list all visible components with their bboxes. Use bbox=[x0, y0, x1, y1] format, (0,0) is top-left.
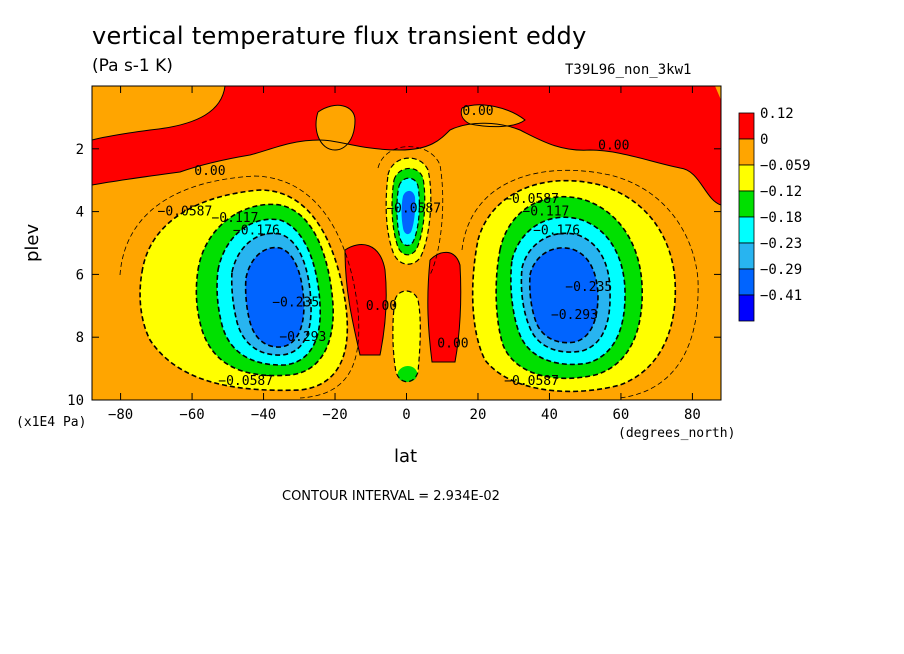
x-axis-label: lat bbox=[394, 446, 418, 467]
zero-contour bbox=[427, 251, 462, 363]
contour-label: 0.00 bbox=[598, 139, 629, 154]
chart-units: (Pa s-1 K) bbox=[92, 56, 173, 76]
fill-level-orange-gap bbox=[92, 86, 225, 140]
contour-line bbox=[461, 169, 699, 399]
contour-line bbox=[528, 247, 599, 344]
x-tick-label: −60 bbox=[179, 407, 204, 423]
contour-label: −0.176 bbox=[533, 223, 580, 238]
y-tick-label: 8 bbox=[76, 330, 84, 346]
contour-label: 0.00 bbox=[194, 164, 225, 179]
colorbar-swatch bbox=[738, 112, 755, 140]
fill-level-red-tongue-right bbox=[427, 252, 461, 362]
contour-line bbox=[230, 232, 312, 356]
colorbar-label: −0.18 bbox=[760, 210, 802, 226]
y-axis-ticks: 2 4 6 8 10 bbox=[67, 142, 721, 409]
contour-labels: 0.000.000.00−0.0587 −0.117−0.176−0.235−0.… bbox=[158, 104, 630, 389]
contour-label: −0.235 bbox=[565, 280, 612, 295]
contour-line bbox=[195, 203, 334, 377]
contour-label: −0.0587 bbox=[158, 205, 213, 220]
x-tick-label: −20 bbox=[322, 407, 347, 423]
contour-label: −0.293 bbox=[551, 308, 598, 323]
colorbar: 0.12 0 −0.059 −0.12 −0.18 −0.23 −0.29 −0.41 bbox=[738, 106, 811, 322]
x-tick-label: −80 bbox=[108, 407, 133, 423]
fill-level-yellow-eq-bottom bbox=[392, 291, 421, 382]
y-tick-label: 4 bbox=[76, 205, 84, 221]
colorbar-label: −0.29 bbox=[760, 262, 802, 278]
y-tick-label: 6 bbox=[76, 267, 84, 283]
colorbar-label: −0.23 bbox=[760, 236, 802, 252]
contour-line bbox=[495, 195, 643, 380]
fill-level-orange-notch bbox=[461, 104, 525, 127]
fill-level-blue-right bbox=[529, 247, 598, 343]
fill-level-blue-eq-top bbox=[401, 190, 416, 235]
x-tick-label: −40 bbox=[251, 407, 276, 423]
contour-label: −0.0587 bbox=[504, 192, 559, 207]
contour-label: 0.00 bbox=[437, 336, 468, 351]
contour-line bbox=[139, 189, 349, 392]
contour-interval: CONTOUR INTERVAL = 2.934E-02 bbox=[282, 489, 500, 504]
contour-line bbox=[119, 175, 360, 399]
colorbar-swatch bbox=[738, 138, 755, 166]
fill-level-green-eq-bottom bbox=[397, 366, 418, 382]
x-tick-label: 20 bbox=[470, 407, 487, 423]
y-tick-label: 2 bbox=[76, 142, 84, 158]
x-tick-label: 60 bbox=[613, 407, 630, 423]
zero-contour bbox=[92, 122, 721, 206]
zero-contour bbox=[460, 104, 526, 128]
colorbar-swatch bbox=[738, 190, 755, 218]
contour-line bbox=[391, 167, 426, 256]
contour-label: −0.0587 bbox=[218, 374, 273, 389]
contour-line bbox=[471, 179, 677, 393]
colorbar-swatch bbox=[738, 268, 755, 296]
contour-label: 0.00 bbox=[366, 299, 397, 314]
contour-label: 0.00 bbox=[462, 104, 493, 119]
contour-label: −0.117 bbox=[522, 205, 569, 220]
zero-contour bbox=[344, 244, 387, 356]
contour-line bbox=[520, 232, 611, 353]
fill-level-red-top bbox=[92, 86, 721, 205]
x-axis-unit: (degrees_north) bbox=[618, 426, 736, 441]
chart-title: vertical temperature flux transient eddy bbox=[92, 22, 587, 50]
x-tick-label: 40 bbox=[541, 407, 558, 423]
contour-label: −0.0587 bbox=[504, 374, 559, 389]
fill-level-red-tongue-left bbox=[345, 244, 387, 355]
contour-label: −0.0587 bbox=[386, 201, 441, 216]
colorbar-label: 0.12 bbox=[760, 106, 794, 122]
contour-line bbox=[377, 146, 444, 276]
fill-level-blue-left bbox=[245, 247, 304, 348]
contour-label: −0.117 bbox=[211, 211, 258, 226]
zero-contour bbox=[92, 86, 226, 141]
x-tick-label: 0 bbox=[402, 407, 410, 423]
contour-label: −0.235 bbox=[272, 296, 319, 311]
zero-contours bbox=[92, 86, 721, 363]
contour-label: −0.176 bbox=[233, 223, 280, 238]
colorbar-swatch bbox=[738, 294, 755, 322]
colorbar-label: −0.12 bbox=[760, 184, 802, 200]
x-tick-label: 80 bbox=[684, 407, 701, 423]
contour-line bbox=[510, 216, 626, 366]
colorbar-label: −0.059 bbox=[760, 158, 811, 174]
colorbar-swatch bbox=[738, 216, 755, 244]
fill-level-orange-hole bbox=[315, 105, 355, 150]
colorbar-swatch bbox=[738, 164, 755, 192]
contour-line bbox=[244, 246, 305, 348]
contour-lines bbox=[119, 146, 699, 399]
contour-line bbox=[216, 218, 321, 366]
colorbar-label: −0.41 bbox=[760, 288, 802, 304]
y-tick-label: 10 bbox=[67, 393, 84, 409]
run-name: T39L96_non_3kw1 bbox=[565, 62, 692, 78]
x-axis-ticks: −80 −60 −40 −20 0 20 40 60 80 bbox=[108, 86, 701, 423]
fill-level-orange-gap2 bbox=[715, 86, 721, 100]
left-lobe bbox=[140, 190, 348, 391]
contour-line bbox=[396, 177, 420, 247]
zero-contour bbox=[315, 104, 356, 151]
y-axis-unit: (x1E4 Pa) bbox=[16, 415, 87, 430]
contour-label: −0.293 bbox=[279, 330, 326, 345]
colorbar-swatch bbox=[738, 242, 755, 270]
colorbar-label: 0 bbox=[760, 132, 768, 148]
